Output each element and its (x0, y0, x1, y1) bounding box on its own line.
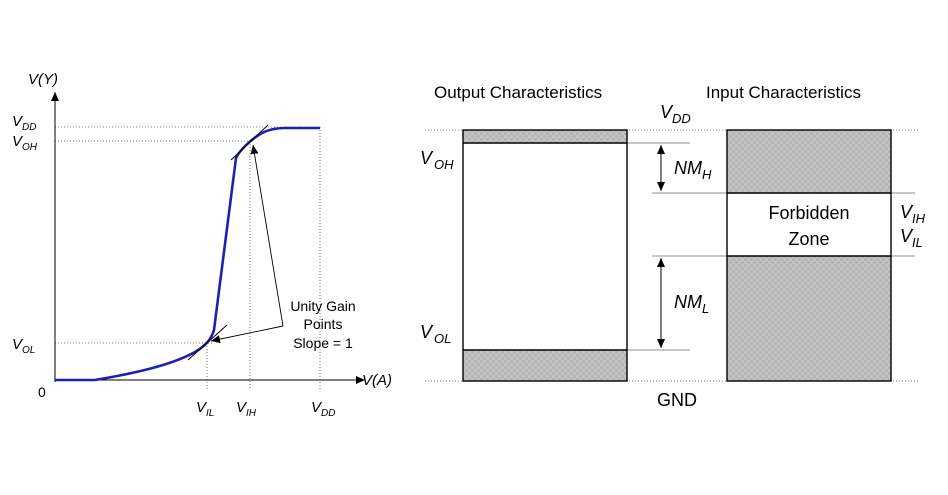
nml-label: NML (674, 292, 709, 316)
transfer-characteristic-plot: V(Y) V(A) 0 VDD VOH VOL VIL VIH VDD Unit… (12, 71, 392, 419)
y-tick-vol: VOL (12, 336, 35, 356)
x-tick-vih: VIH (236, 399, 257, 419)
forbidden-zone-line-2: Zone (788, 229, 829, 249)
vil-label: VIL (900, 226, 923, 250)
forbidden-zone-line-1: Forbidden (768, 203, 849, 223)
annotation-line-1: Unity Gain (290, 298, 355, 314)
output-characteristics-title: Output Characteristics (434, 83, 602, 102)
gnd-label: GND (657, 390, 697, 410)
output-high-band (463, 130, 627, 143)
x-tick-vil: VIL (196, 399, 214, 419)
annotation-arrow-low (211, 326, 283, 341)
voltage-transfer-curve (55, 128, 320, 380)
output-box (463, 130, 627, 381)
annotation-leader-line (253, 145, 283, 326)
tangent-line-low (188, 325, 227, 360)
x-axis-label: V(A) (362, 372, 392, 389)
input-high-region (727, 130, 891, 193)
vdd-label: VDD (660, 102, 691, 126)
origin-label: 0 (38, 384, 46, 400)
annotation-line-2: Points (304, 316, 343, 332)
noise-margin-diagram: Output Characteristics Input Characteris… (420, 83, 926, 410)
annotation-line-3: Slope = 1 (293, 335, 353, 351)
tangent-line-high (231, 125, 268, 160)
vih-label: VIH (900, 202, 926, 226)
voh-label: V OH (420, 148, 454, 172)
output-low-band (463, 350, 627, 381)
x-tick-vdd: VDD (311, 399, 335, 419)
y-tick-voh: VOH (12, 133, 38, 153)
y-tick-vdd: VDD (12, 113, 36, 133)
nmh-label: NMH (674, 158, 712, 182)
input-low-region (727, 256, 891, 381)
y-axis-label: V(Y) (28, 71, 58, 88)
vol-label: V OL (420, 322, 451, 346)
input-characteristics-title: Input Characteristics (706, 83, 861, 102)
